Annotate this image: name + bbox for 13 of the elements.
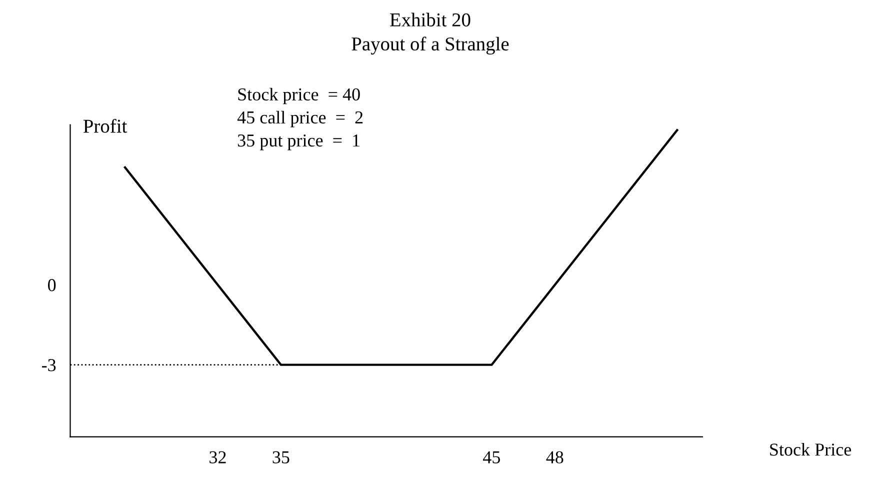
x-tick-label: 32: [210, 451, 226, 464]
x-tick-label: 35: [272, 451, 290, 464]
text: Stock price = 40: [238, 88, 360, 104]
x-tick-label: 45: [483, 451, 500, 464]
annotation: 45 call price = 2: [237, 110, 363, 128]
chart-subtitle: Payout of a Strangle: [352, 36, 509, 55]
y-tick-label: 0: [48, 279, 56, 292]
x-tick-label: 48: [546, 451, 564, 464]
annotation: 35 put price = 1: [238, 134, 360, 150]
x-axis-title: Stock Price: [770, 443, 852, 456]
chart-title: Exhibit 20: [390, 12, 470, 26]
y-axis-title: Profit: [83, 118, 128, 133]
y-tick-label: -3: [42, 359, 56, 372]
